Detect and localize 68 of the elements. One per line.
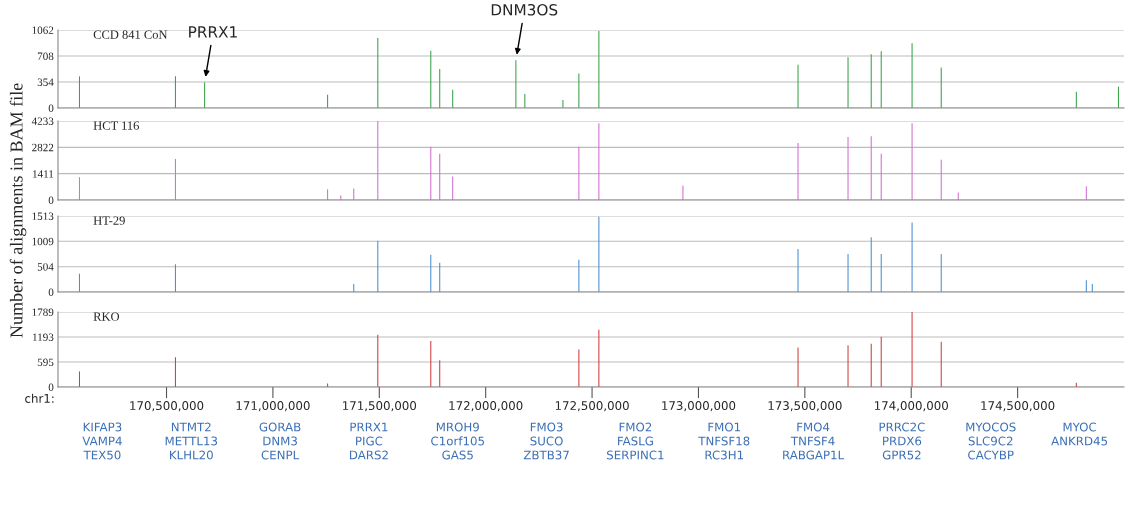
x-tick-label: 173,500,000 — [768, 401, 842, 412]
chart-title: HT-29 — [93, 216, 125, 225]
text: PRDX6 — [883, 436, 922, 446]
y-tick-label: 4233 — [31, 117, 54, 125]
text: C1orf105 — [431, 436, 484, 446]
y-tick-label: 1009 — [32, 237, 54, 246]
text: NTMT2 — [171, 422, 211, 432]
chart-title: HCT 116 — [93, 121, 139, 130]
text: GORAB — [259, 422, 301, 432]
y-tick-label: 0 — [48, 104, 54, 112]
text: SLC9C2 — [968, 436, 1013, 446]
y-tick-label: 0 — [48, 288, 54, 296]
text: RABGAP1L — [783, 450, 845, 460]
y-tick-label: 2822 — [32, 143, 54, 152]
x-tick-label: 171,000,000 — [236, 401, 310, 412]
y-tick-label: 0 — [48, 383, 54, 391]
y-tick-label: 1411 — [33, 170, 54, 178]
text: ANKRD45 — [1051, 436, 1108, 446]
x-tick-label: 170,500,000 — [130, 401, 204, 412]
text: DARS2 — [349, 450, 388, 460]
y-tick-label: 0 — [48, 196, 54, 204]
text: PIGC — [356, 436, 383, 446]
text: PRRC2C — [879, 422, 925, 432]
y-tick-label: 595 — [37, 358, 54, 367]
y-tick-label: 708 — [37, 52, 54, 60]
text: KIFAP3 — [83, 422, 122, 432]
y-tick-label: 1513 — [32, 212, 54, 220]
text: CACYBP — [968, 450, 1014, 460]
text: DNM3 — [263, 436, 297, 446]
text: SERPINC1 — [607, 450, 664, 460]
text: KLHL20 — [170, 450, 213, 460]
x-tick-label: 171,500,000 — [343, 401, 417, 412]
text: GAS5 — [442, 450, 473, 460]
text: FMO1 — [708, 422, 741, 432]
text: MROH9 — [436, 422, 479, 432]
text: TNFSF18 — [698, 436, 750, 446]
y-tick-label: 354 — [37, 78, 54, 86]
x-tick-label: 172,500,000 — [555, 401, 629, 412]
text: RC3H1 — [705, 450, 744, 460]
text: GPR52 — [882, 450, 921, 460]
text: FMO4 — [797, 422, 830, 432]
text: TEX50 — [83, 450, 121, 460]
y-tick-label: 504 — [37, 263, 54, 271]
text: CENPL — [261, 450, 300, 460]
annotation: PRRX1 — [189, 26, 237, 38]
text: MYOCOS — [966, 422, 1016, 432]
chart-title: CCD 841 CoN — [93, 30, 168, 39]
y-tick-label: 1789 — [32, 308, 54, 316]
y-tick-label: 1062 — [32, 26, 54, 34]
text: FMO2 — [619, 422, 652, 432]
x-axis-title: chr1: — [25, 393, 54, 403]
text: SUCO — [530, 436, 563, 446]
y-tick-label: 1193 — [33, 333, 54, 341]
text: VAMP4 — [82, 436, 122, 446]
chart-title: RKO — [93, 312, 120, 321]
y-axis-title: Number of alignments in BAM file — [9, 83, 27, 338]
x-tick-label: 174,500,000 — [981, 401, 1055, 412]
x-tick-label: 172,000,000 — [449, 401, 523, 412]
text: TNFSF4 — [790, 436, 835, 446]
text: FASLG — [618, 436, 653, 446]
text: ZBTB37 — [523, 450, 569, 460]
text: MYOC — [1063, 422, 1097, 432]
annotation: DNM3OS — [491, 4, 558, 16]
text: PRRX1 — [350, 422, 388, 432]
x-tick-label: 173,000,000 — [662, 401, 736, 412]
text: METTL13 — [165, 436, 218, 446]
text: FMO3 — [530, 422, 563, 432]
x-tick-label: 174,000,000 — [874, 401, 948, 412]
